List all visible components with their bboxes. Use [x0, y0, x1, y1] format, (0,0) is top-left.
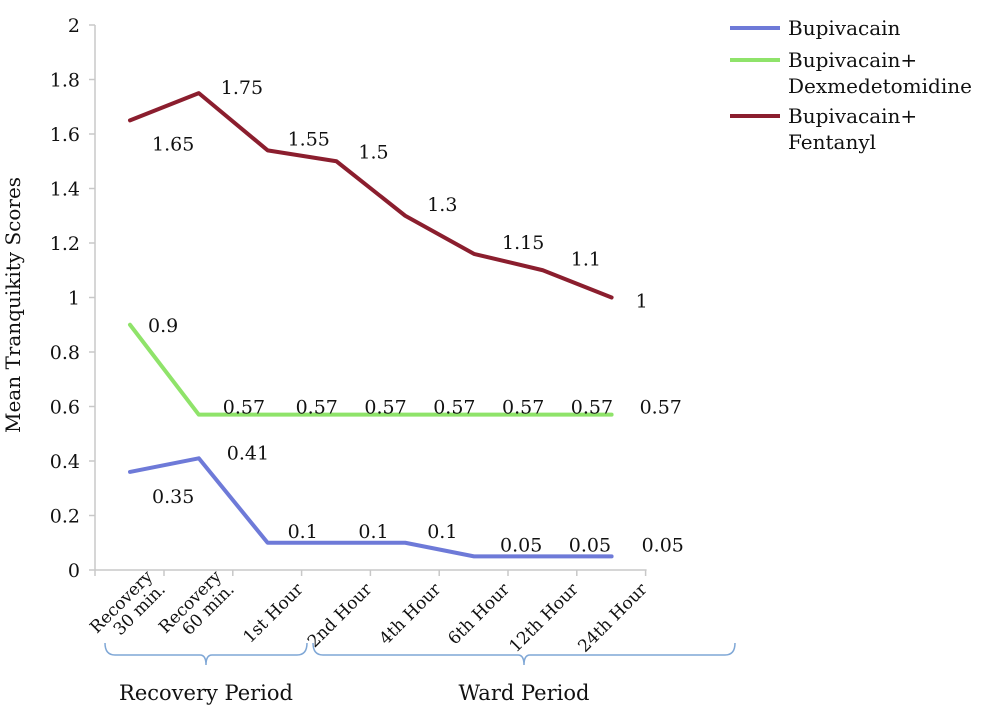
data-label: 1.3	[427, 194, 457, 216]
data-label: 1.65	[152, 133, 194, 155]
legend: BupivacainBupivacain+DexmedetomidineBupi…	[730, 16, 972, 154]
data-label: 0.1	[358, 521, 388, 543]
legend-label: Bupivacain+	[788, 48, 917, 72]
x-tick-label-line: 2nd Hour	[304, 579, 377, 652]
y-tick-label: 0.8	[50, 342, 80, 364]
data-label: 0.57	[364, 397, 406, 419]
data-label: 1.15	[502, 232, 544, 254]
data-label: 0.57	[571, 397, 613, 419]
legend-label: Bupivacain	[788, 16, 901, 40]
x-tick-label-line: 4th Hour	[376, 579, 446, 649]
data-label: 0.57	[296, 397, 338, 419]
data-label: 0.9	[148, 315, 178, 337]
data-label: 0.41	[227, 442, 269, 464]
y-tick-label: 1.2	[50, 233, 80, 255]
category-groups: Recovery Period Ward Period	[104, 642, 736, 705]
data-label: 0.57	[223, 397, 265, 419]
x-tick-label-line: 6th Hour	[444, 579, 514, 649]
data-label: 0.05	[569, 534, 611, 556]
x-tick-label-line: 1st Hour	[240, 579, 308, 647]
y-axis-label: Mean Tranquikity Scores	[1, 177, 25, 433]
data-label: 0.57	[433, 397, 475, 419]
legend-label: Fentanyl	[788, 130, 876, 154]
data-label: 0.05	[642, 534, 684, 556]
y-tick-label: 1	[68, 288, 80, 310]
data-label: 1.1	[571, 248, 601, 270]
y-tick-label: 0	[68, 560, 80, 582]
x-tick-label: 12th Hour	[506, 579, 584, 657]
data-label: 0.35	[152, 486, 194, 508]
data-label: 1.75	[221, 77, 263, 99]
x-tick-label: 4th Hour	[376, 579, 446, 649]
group-label: Recovery Period	[119, 681, 293, 705]
data-label: 1	[636, 291, 648, 313]
y-tick-label: 0.4	[50, 451, 80, 473]
x-tick-label-line: 12th Hour	[506, 579, 584, 657]
x-tick-label: 1st Hour	[240, 579, 308, 647]
y-tick-label: 0.2	[50, 506, 80, 528]
data-label: 0.1	[288, 521, 318, 543]
series-line-3	[128, 91, 614, 300]
y-tick-label: 0.6	[50, 397, 80, 419]
series-line-1	[128, 456, 614, 559]
series-line-2	[128, 322, 614, 417]
data-label: 0.57	[502, 397, 544, 419]
y-axis: 0 0.2 0.4 0.6 0.8 1 1.2 1.4 1.6 1.8 2	[50, 15, 96, 582]
y-tick-label: 2	[68, 15, 80, 37]
x-tick-label: 24th Hour	[574, 579, 652, 657]
x-tick-label-line: 24th Hour	[574, 579, 652, 657]
series-layer	[128, 91, 614, 559]
data-labels: 0.35 0.41 0.1 0.1 0.1 0.05 0.05 0.05 0.9 0.57 0.57…	[148, 77, 684, 556]
data-label: 0.05	[500, 534, 542, 556]
x-tick-label: 2nd Hour	[304, 579, 377, 652]
legend-label: Bupivacain+	[788, 104, 917, 128]
y-tick-label: 1.6	[50, 124, 80, 146]
group-label: Ward Period	[459, 681, 590, 705]
data-label: 1.55	[288, 128, 330, 150]
y-tick-label: 1.8	[50, 70, 80, 92]
data-label: 0.57	[640, 397, 682, 419]
y-tick-label: 1.4	[50, 179, 80, 201]
x-tick-label: 6th Hour	[444, 579, 514, 649]
data-label: 0.1	[427, 521, 457, 543]
legend-label: Dexmedetomidine	[788, 74, 972, 98]
data-label: 1.5	[358, 141, 388, 163]
group-bracket	[104, 642, 308, 666]
group-bracket	[312, 642, 736, 666]
